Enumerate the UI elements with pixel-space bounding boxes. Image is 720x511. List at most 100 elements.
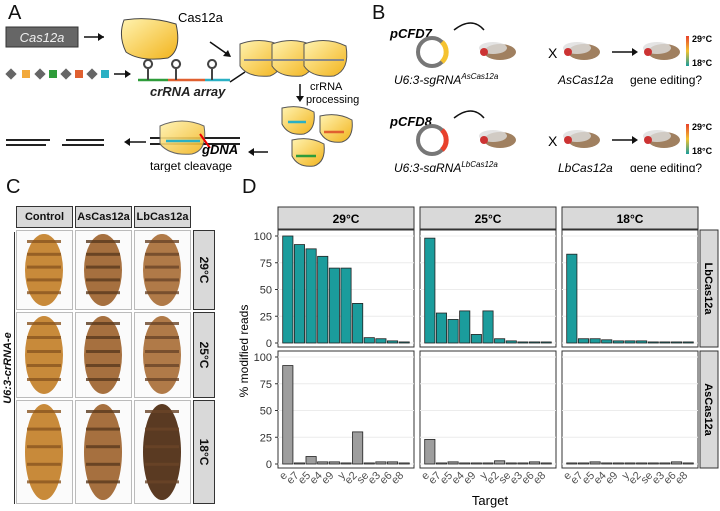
protein-label: Cas12a xyxy=(178,10,224,25)
bar xyxy=(340,267,352,344)
x-tick-label: e9 xyxy=(461,470,478,487)
sgrna-label-2: U6:3-sgRNALbCas12a xyxy=(394,160,498,172)
bar xyxy=(424,438,436,465)
panel-label-a: A xyxy=(8,2,22,24)
bar xyxy=(505,462,517,465)
bar xyxy=(482,310,494,344)
bar xyxy=(624,340,636,344)
bar xyxy=(398,341,410,344)
plasmid-label-1: pCFD7 xyxy=(389,26,433,41)
bar xyxy=(328,267,340,344)
bar xyxy=(317,461,329,465)
bar xyxy=(282,235,294,344)
bar xyxy=(612,462,624,465)
question-label-2: gene editing? xyxy=(630,161,702,172)
y-tick-label: 25 xyxy=(260,311,272,323)
cas-line-label-1: AsCas12a xyxy=(557,73,614,87)
bar xyxy=(517,462,529,465)
bar xyxy=(482,462,494,465)
cas12a-gene-box: Cas12a xyxy=(5,26,79,48)
row-strip-label: AsCas12a xyxy=(702,383,714,436)
cas-line-label-2: LbCas12a xyxy=(558,161,613,172)
temp-bar-2 xyxy=(686,124,689,154)
fly-icon-2 xyxy=(563,42,600,60)
bar xyxy=(470,334,482,344)
fly-icon-1 xyxy=(479,42,516,60)
crrna-array-line xyxy=(138,59,230,82)
temp-hot-1: 29°C xyxy=(692,34,713,44)
gdna-strand xyxy=(150,120,240,155)
bar xyxy=(566,253,578,344)
bar xyxy=(398,462,410,465)
bar xyxy=(352,303,364,344)
fly-icon-3 xyxy=(643,42,680,60)
x-tick-label: e9 xyxy=(319,470,336,487)
bar xyxy=(340,462,352,465)
y-tick-label: 50 xyxy=(260,406,272,418)
row-strip xyxy=(699,229,719,348)
temp-hot-2: 29°C xyxy=(692,122,713,132)
panel-label-c: C xyxy=(6,176,21,198)
fly-icon-4 xyxy=(479,130,516,148)
bar xyxy=(529,461,541,465)
bar xyxy=(459,310,471,344)
bar xyxy=(577,462,589,465)
cleaved-dna xyxy=(6,139,104,146)
bar xyxy=(494,338,506,344)
gene-box-label: Cas12a xyxy=(20,30,65,45)
panel-b-row-1: pCFD7 U6:3-sgRNAAsCas12a X AsCas12a gene… xyxy=(389,22,713,87)
bar xyxy=(375,461,387,465)
bar xyxy=(293,244,305,344)
col-header-lbcas12a: LbCas12a xyxy=(134,206,191,228)
bar xyxy=(624,462,636,465)
panel-b-row-2: pCFD8 U6:3-sgRNALbCas12a X LbCas12a gene… xyxy=(389,110,713,172)
x-tick-label: e9 xyxy=(603,470,620,487)
cross-symbol-2: X xyxy=(548,133,558,149)
temp-cold-1: 18°C xyxy=(692,58,713,68)
bar xyxy=(671,341,683,344)
y-axis-label: % modified reads xyxy=(237,305,251,398)
row-strip-label: LbCas12a xyxy=(702,263,714,316)
temp-bar-1 xyxy=(686,36,689,66)
y-tick-label: 75 xyxy=(260,258,272,270)
panel-b-diagram: pCFD7 U6:3-sgRNAAsCas12a X AsCas12a gene… xyxy=(389,22,713,172)
col-strip-label: 29°C xyxy=(333,212,360,226)
bar xyxy=(387,340,399,344)
bar xyxy=(305,456,317,465)
bar xyxy=(282,365,294,465)
bar xyxy=(447,319,459,344)
plasmid-label-2: pCFD8 xyxy=(389,114,433,129)
bar xyxy=(363,462,375,465)
fly-icon-5 xyxy=(563,130,600,148)
question-label-1: gene editing? xyxy=(630,73,702,87)
bar xyxy=(447,461,459,465)
processed-complex-3 xyxy=(291,138,325,167)
processed-complex-1 xyxy=(281,106,315,135)
bar xyxy=(612,340,624,344)
panel-label-b: B xyxy=(372,2,386,24)
bar xyxy=(529,341,541,344)
col-header-ascas12a: AsCas12a xyxy=(75,206,132,228)
row-strip-18: 18°C xyxy=(193,400,215,504)
y-tick-label: 100 xyxy=(254,352,272,364)
cross-symbol-1: X xyxy=(548,45,558,61)
bar xyxy=(659,341,671,344)
row-strip-25: 25°C xyxy=(193,312,215,398)
bar xyxy=(589,461,601,465)
bar xyxy=(659,462,671,465)
x-tick-label: e8 xyxy=(673,470,690,487)
complex-group xyxy=(239,40,348,77)
x-tick-label: e8 xyxy=(531,470,548,487)
bar xyxy=(682,341,694,344)
bar xyxy=(435,312,447,344)
col-strip-label: 18°C xyxy=(617,212,644,226)
y-tick-label: 0 xyxy=(266,338,272,350)
col-header-control: Control xyxy=(16,206,73,228)
facet-panel xyxy=(419,350,557,469)
y-tick-label: 0 xyxy=(266,459,272,471)
bar xyxy=(317,255,329,344)
bar xyxy=(566,462,578,465)
processing-label-2: processing xyxy=(306,94,359,106)
bar xyxy=(577,338,589,344)
